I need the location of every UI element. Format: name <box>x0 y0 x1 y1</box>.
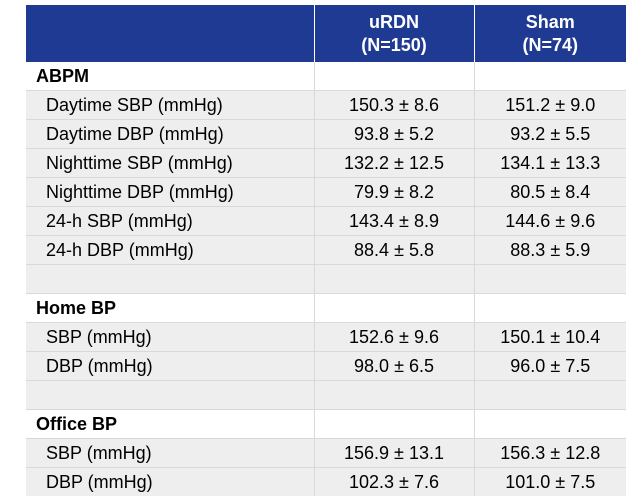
empty-cell <box>474 264 626 294</box>
urdn-value: 79.9 ± 8.2 <box>314 177 475 207</box>
section-title: Home BP <box>26 293 315 323</box>
table-row: Nighttime SBP (mmHg) 132.2 ± 12.5 134.1 … <box>26 148 626 178</box>
table-row: DBP (mmHg) 98.0 ± 6.5 96.0 ± 7.5 <box>26 351 626 381</box>
urdn-value: 152.6 ± 9.6 <box>314 322 475 352</box>
section-row-office-bp: Office BP <box>26 409 626 439</box>
empty-cell <box>474 293 626 323</box>
section-title: Office BP <box>26 409 315 439</box>
spacer-row <box>26 380 626 410</box>
sham-value: 88.3 ± 5.9 <box>474 235 626 265</box>
sham-value: 96.0 ± 7.5 <box>474 351 626 381</box>
urdn-value: 150.3 ± 8.6 <box>314 90 475 120</box>
row-label: 24-h DBP (mmHg) <box>26 235 315 265</box>
table-row: Daytime DBP (mmHg) 93.8 ± 5.2 93.2 ± 5.5 <box>26 119 626 149</box>
row-label: DBP (mmHg) <box>26 351 315 381</box>
sham-value: 150.1 ± 10.4 <box>474 322 626 352</box>
table-row: 24-h SBP (mmHg) 143.4 ± 8.9 144.6 ± 9.6 <box>26 206 626 236</box>
header-empty-cell <box>26 5 315 62</box>
urdn-value: 143.4 ± 8.9 <box>314 206 475 236</box>
row-label: Nighttime DBP (mmHg) <box>26 177 315 207</box>
row-label: DBP (mmHg) <box>26 467 315 496</box>
urdn-value: 102.3 ± 7.6 <box>314 467 475 496</box>
sham-value: 93.2 ± 5.5 <box>474 119 626 149</box>
sham-value: 134.1 ± 13.3 <box>474 148 626 178</box>
header-row: uRDN (N=150) Sham (N=74) <box>26 5 626 62</box>
bp-comparison-table: uRDN (N=150) Sham (N=74) ABPM Daytime SB… <box>26 5 626 496</box>
empty-cell <box>26 380 315 410</box>
table-row: DBP (mmHg) 102.3 ± 7.6 101.0 ± 7.5 <box>26 467 626 496</box>
table-row: SBP (mmHg) 156.9 ± 13.1 156.3 ± 12.8 <box>26 438 626 468</box>
sham-value: 101.0 ± 7.5 <box>474 467 626 496</box>
table-row: 24-h DBP (mmHg) 88.4 ± 5.8 88.3 ± 5.9 <box>26 235 626 265</box>
row-label: SBP (mmHg) <box>26 322 315 352</box>
header-urdn-name: uRDN <box>369 11 419 32</box>
header-sham-n: (N=74) <box>522 34 579 55</box>
empty-cell <box>314 409 475 439</box>
empty-cell <box>474 409 626 439</box>
section-row-abpm: ABPM <box>26 62 626 91</box>
row-label: SBP (mmHg) <box>26 438 315 468</box>
urdn-value: 132.2 ± 12.5 <box>314 148 475 178</box>
header-sham: Sham (N=74) <box>474 5 626 62</box>
header-sham-name: Sham <box>525 11 575 32</box>
empty-cell <box>474 380 626 410</box>
row-label: Daytime DBP (mmHg) <box>26 119 315 149</box>
section-row-home-bp: Home BP <box>26 293 626 323</box>
table-row: Nighttime DBP (mmHg) 79.9 ± 8.2 80.5 ± 8… <box>26 177 626 207</box>
sham-value: 144.6 ± 9.6 <box>474 206 626 236</box>
urdn-value: 93.8 ± 5.2 <box>314 119 475 149</box>
empty-cell <box>474 62 626 91</box>
header-urdn-n: (N=150) <box>361 34 427 55</box>
header-urdn: uRDN (N=150) <box>314 5 475 62</box>
urdn-value: 98.0 ± 6.5 <box>314 351 475 381</box>
spacer-row <box>26 264 626 294</box>
row-label: 24-h SBP (mmHg) <box>26 206 315 236</box>
sham-value: 156.3 ± 12.8 <box>474 438 626 468</box>
urdn-value: 156.9 ± 13.1 <box>314 438 475 468</box>
sham-value: 80.5 ± 8.4 <box>474 177 626 207</box>
section-title: ABPM <box>26 62 315 91</box>
empty-cell <box>314 62 475 91</box>
table-row: SBP (mmHg) 152.6 ± 9.6 150.1 ± 10.4 <box>26 322 626 352</box>
row-label: Daytime SBP (mmHg) <box>26 90 315 120</box>
empty-cell <box>314 264 475 294</box>
empty-cell <box>314 380 475 410</box>
urdn-value: 88.4 ± 5.8 <box>314 235 475 265</box>
empty-cell <box>26 264 315 294</box>
empty-cell <box>314 293 475 323</box>
row-label: Nighttime SBP (mmHg) <box>26 148 315 178</box>
table-row: Daytime SBP (mmHg) 150.3 ± 8.6 151.2 ± 9… <box>26 90 626 120</box>
sham-value: 151.2 ± 9.0 <box>474 90 626 120</box>
